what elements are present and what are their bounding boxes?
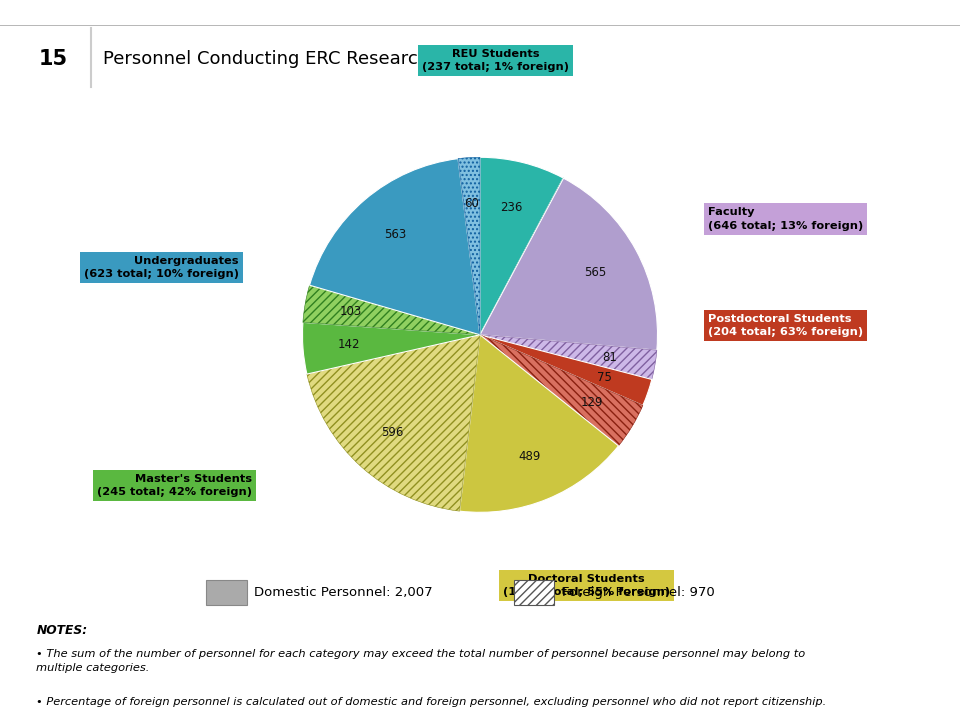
Text: Doctoral Students
(1,085 total; 55% foreign): Doctoral Students (1,085 total; 55% fore… [503,574,670,598]
Text: Faculty
(646 total; 13% foreign): Faculty (646 total; 13% foreign) [708,207,863,230]
Wedge shape [480,157,564,335]
Text: 236: 236 [500,201,523,214]
Wedge shape [480,335,657,379]
Text: • The sum of the number of personnel for each category may exceed the total numb: • The sum of the number of personnel for… [36,649,805,673]
Text: 563: 563 [384,228,406,241]
Text: Postdoctoral Students
(204 total; 63% foreign): Postdoctoral Students (204 total; 63% fo… [708,313,863,337]
Wedge shape [480,178,658,350]
Wedge shape [303,285,480,335]
Text: Undergraduates
(623 total; 10% foreign): Undergraduates (623 total; 10% foreign) [84,256,239,279]
Wedge shape [480,335,652,405]
Text: 489: 489 [518,450,541,463]
Text: Foreign Personnel: 970: Foreign Personnel: 970 [562,585,714,599]
Wedge shape [458,157,480,335]
Text: 565: 565 [585,266,607,279]
Wedge shape [480,335,643,446]
Text: 103: 103 [340,305,362,318]
Wedge shape [309,158,480,335]
FancyBboxPatch shape [514,580,554,606]
Text: Personnel Conducting ERC Research, FY 2018: Personnel Conducting ERC Research, FY 20… [103,50,513,68]
Text: 129: 129 [581,396,604,409]
Wedge shape [302,323,480,374]
Text: REU Students
(237 total; 1% foreign): REU Students (237 total; 1% foreign) [422,49,569,73]
Text: 75: 75 [596,371,612,384]
Text: 596: 596 [381,426,403,439]
Text: Master's Students
(245 total; 42% foreign): Master's Students (245 total; 42% foreig… [97,474,252,497]
Text: • Percentage of foreign personnel is calculated out of domestic and foreign pers: • Percentage of foreign personnel is cal… [36,697,827,707]
Text: 15: 15 [38,49,67,69]
Text: 60: 60 [465,197,479,210]
Wedge shape [480,178,564,335]
Text: 142: 142 [338,338,360,351]
Text: Domestic Personnel: 2,007: Domestic Personnel: 2,007 [254,585,433,599]
Text: NOTES:: NOTES: [36,624,87,637]
Wedge shape [307,335,480,511]
Wedge shape [460,335,618,513]
FancyBboxPatch shape [206,580,247,606]
Text: 81: 81 [602,351,616,364]
